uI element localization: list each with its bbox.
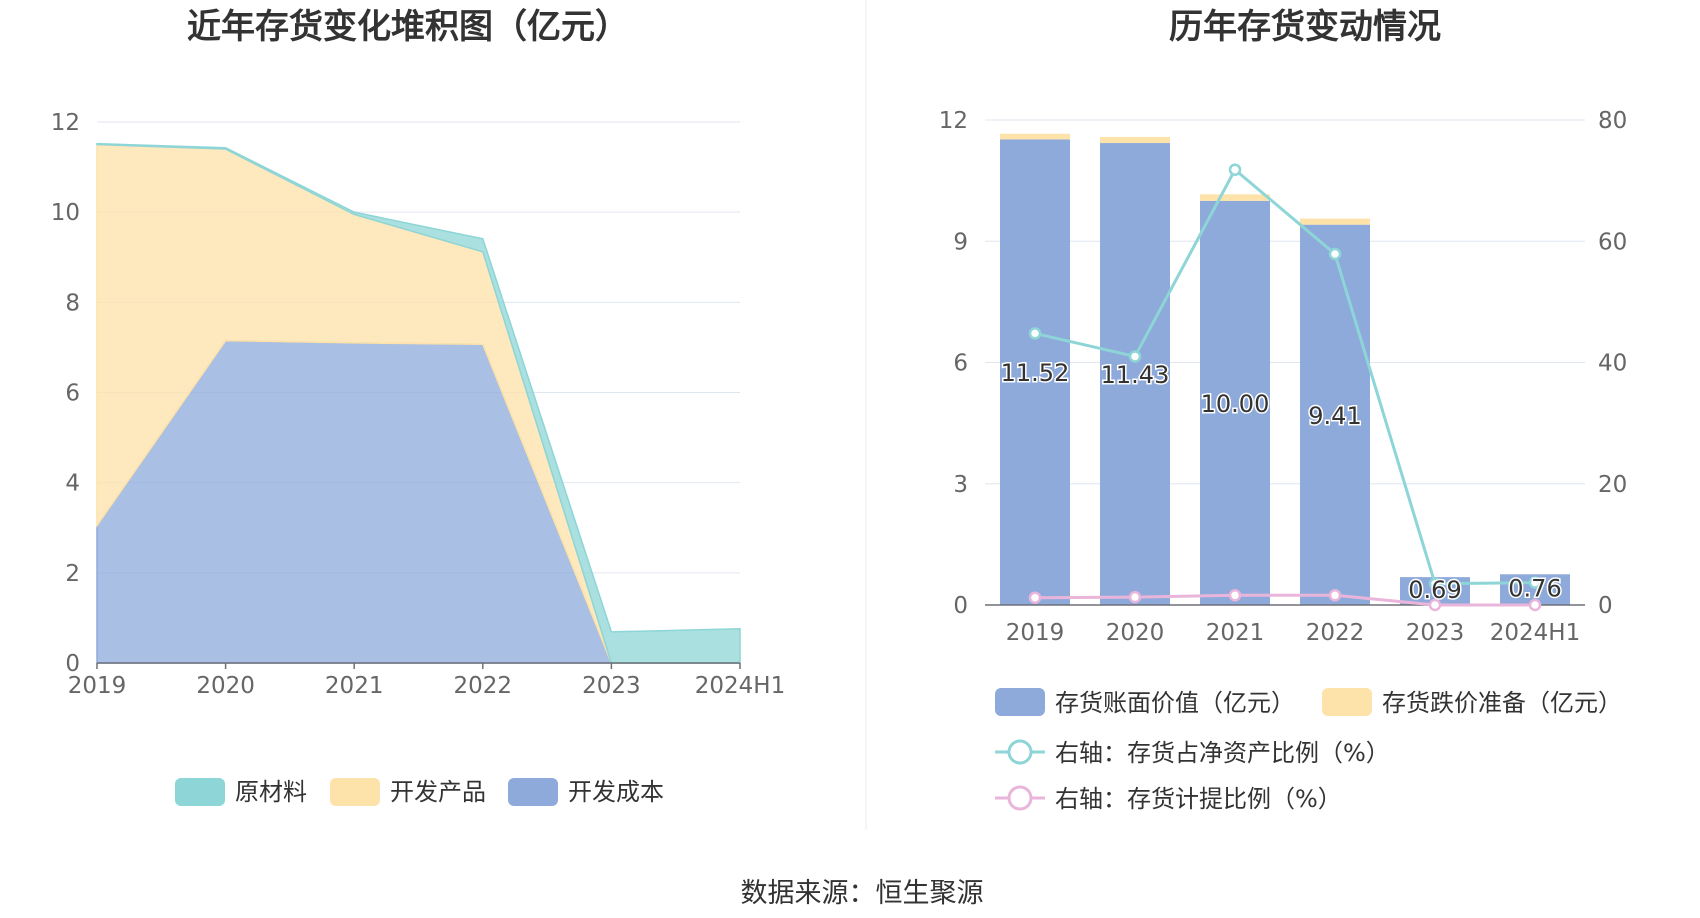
legend-swatch-开发成本 xyxy=(508,778,558,806)
right-x-tick-label: 2024H1 xyxy=(1490,620,1580,646)
legend-marker-右轴：存货计提比例（%） xyxy=(1007,785,1033,811)
line-point-右轴：存货计提比例（%） xyxy=(1428,598,1442,612)
legend-label-原材料: 原材料 xyxy=(235,778,307,806)
right-y-tick-label: 12 xyxy=(939,108,968,134)
legend-label-开发成本: 开发成本 xyxy=(568,778,664,806)
bar-存货账面价值（亿元） xyxy=(1100,143,1170,605)
left-x-tick-label: 2024H1 xyxy=(695,673,785,699)
area-开发成本 xyxy=(96,339,740,664)
bar-存货跌价准备（亿元） xyxy=(1200,194,1270,201)
legend-swatch-存货账面价值（亿元） xyxy=(995,688,1045,716)
bar-存货跌价准备（亿元） xyxy=(1300,218,1370,225)
right-x-tick-label: 2023 xyxy=(1406,620,1465,646)
bar-存货跌价准备（亿元） xyxy=(1000,133,1070,140)
left-chart-title: 近年存货变化堆积图（亿元） xyxy=(187,7,629,47)
legend-label-存货跌价准备（亿元）: 存货跌价准备（亿元） xyxy=(1382,689,1622,717)
legend-label-右轴：存货占净资产比例（%）: 右轴：存货占净资产比例（%） xyxy=(1055,739,1390,767)
bar-value-label: 11.43 xyxy=(1101,361,1170,389)
right-y2-tick-label: 60 xyxy=(1598,229,1627,255)
left-y-tick-label: 4 xyxy=(65,471,80,497)
line-point-右轴：存货计提比例（%） xyxy=(1028,591,1042,604)
left-x-tick-label: 2020 xyxy=(196,673,255,699)
legend-label-存货账面价值（亿元）: 存货账面价值（亿元） xyxy=(1055,689,1295,717)
bar-value-label: 11.52 xyxy=(1001,359,1070,387)
line-point-右轴：存货计提比例（%） xyxy=(1528,598,1542,612)
right-y-tick-label: 0 xyxy=(953,593,968,619)
left-y-tick-label: 8 xyxy=(65,290,80,316)
legend-swatch-原材料 xyxy=(175,778,225,806)
line-point-右轴：存货计提比例（%） xyxy=(1328,589,1342,602)
bar-存货账面价值（亿元） xyxy=(1200,200,1270,606)
left-y-tick-label: 10 xyxy=(51,200,80,226)
legend-swatch-开发产品 xyxy=(330,778,380,806)
line-point-右轴：存货占净资产比例（%） xyxy=(1328,247,1342,261)
line-point-右轴：存货占净资产比例（%） xyxy=(1028,327,1042,340)
legend-marker-右轴：存货占净资产比例（%） xyxy=(1007,739,1033,765)
left-x-tick-label: 2022 xyxy=(454,673,513,699)
bar-value-label: 10.00 xyxy=(1201,390,1270,418)
right-y2-tick-label: 80 xyxy=(1598,108,1627,134)
right-x-tick-label: 2021 xyxy=(1206,620,1265,646)
bar-value-label: 0.76 xyxy=(1508,575,1561,603)
bar-存货账面价值（亿元） xyxy=(1000,139,1070,605)
left-y-tick-label: 6 xyxy=(65,381,80,407)
line-右轴：存货计提比例（%） xyxy=(1034,593,1535,607)
line-point-右轴：存货占净资产比例（%） xyxy=(1228,163,1242,176)
left-y-tick-label: 12 xyxy=(51,110,80,136)
line-point-右轴：存货占净资产比例（%） xyxy=(1428,577,1442,591)
inventory-bar-chart: 历年存货变动情况 0 3 6 9 12 0 20 40 60 80 2019 2020 2021 2022 2… xyxy=(939,7,1628,813)
legend-swatch-存货跌价准备（亿元） xyxy=(1322,688,1372,716)
left-y-tick-label: 2 xyxy=(65,561,80,587)
left-x-tick-label: 2019 xyxy=(68,673,127,699)
right-x-tick-label: 2020 xyxy=(1106,620,1165,646)
right-x-tick-label: 2019 xyxy=(1006,620,1065,646)
right-x-tick-label: 2022 xyxy=(1306,620,1365,646)
bar-value-label: 9.41 xyxy=(1308,402,1361,430)
line-point-右轴：存货占净资产比例（%） xyxy=(1528,576,1542,589)
right-chart-title: 历年存货变动情况 xyxy=(1169,7,1441,47)
legend-label-右轴：存货计提比例（%）: 右轴：存货计提比例（%） xyxy=(1055,785,1342,813)
bar-存货跌价准备（亿元） xyxy=(1100,136,1170,144)
line-右轴：存货占净资产比例（%） xyxy=(1034,167,1536,586)
left-x-tick-label: 2021 xyxy=(325,673,384,699)
right-y-tick-label: 6 xyxy=(953,351,968,377)
right-y2-tick-label: 0 xyxy=(1598,593,1613,619)
left-x-tick-label: 2023 xyxy=(582,673,641,699)
stacked-area-chart: 近年存货变化堆积图（亿元） 0 2 4 6 8 10 12 2019 2020 2021 2022 20… xyxy=(51,7,785,806)
right-y2-tick-label: 20 xyxy=(1598,472,1627,498)
line-point-右轴：存货计提比例（%） xyxy=(1128,590,1142,604)
right-y-tick-label: 9 xyxy=(953,229,968,255)
line-point-右轴：存货占净资产比例（%） xyxy=(1128,350,1142,363)
data-source-text: 数据来源：恒生聚源 xyxy=(741,878,984,909)
bar-存货账面价值（亿元） xyxy=(1300,224,1370,605)
left-y-tick-label: 0 xyxy=(65,651,80,677)
line-point-右轴：存货计提比例（%） xyxy=(1228,589,1242,602)
bar-value-label: 0.69 xyxy=(1408,576,1461,604)
right-y2-tick-label: 40 xyxy=(1598,351,1627,377)
legend-label-开发产品: 开发产品 xyxy=(390,778,486,806)
right-y-tick-label: 3 xyxy=(953,472,968,498)
